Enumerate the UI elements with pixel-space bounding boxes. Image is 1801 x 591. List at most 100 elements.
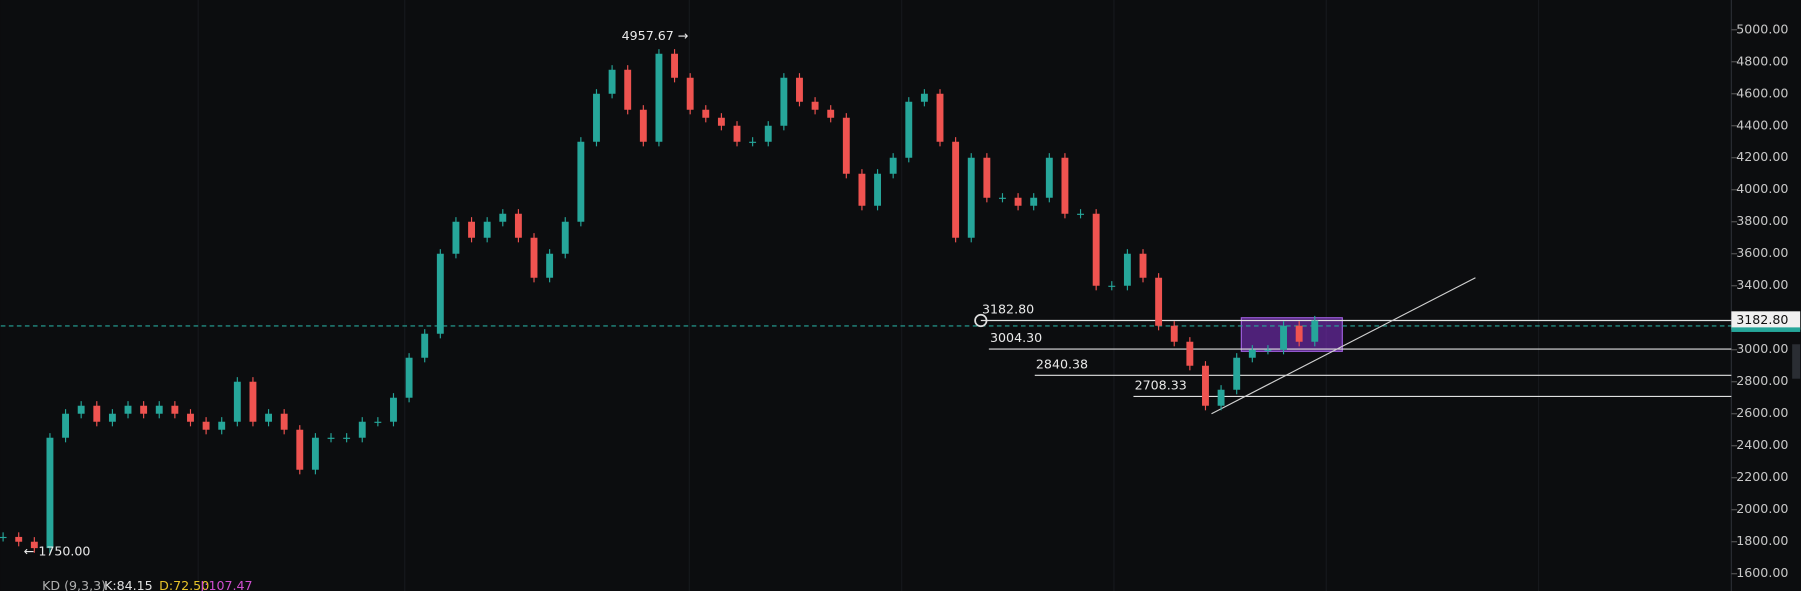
indicator-k: K:84.15 [104,578,153,591]
y-tick-label: 2800.00 [1736,373,1788,388]
candle-body [858,173,866,206]
candle-body [249,381,257,422]
candle-body [1311,320,1319,342]
candle-body [15,536,23,542]
y-tick-label: 3800.00 [1736,213,1788,228]
scroll-handle[interactable] [1792,344,1801,379]
candle-body [1264,349,1272,351]
candle-body [140,405,148,414]
y-tick-label: 4600.00 [1736,85,1788,100]
candle-body [1217,389,1225,406]
candle-body [358,421,366,438]
y-tick-label: 5000.00 [1736,21,1788,36]
indicator-name: KD (9,3,3) [42,578,106,591]
y-tick-label: 3000.00 [1736,341,1788,356]
candle-body [155,405,163,414]
candle-body [624,69,632,110]
candle-body [30,541,38,549]
candle-body [686,77,694,110]
candle-body [483,221,491,238]
candle-body [1280,325,1287,350]
candle-body [374,421,382,423]
last-price-label: 3182.80 [1736,312,1788,327]
y-tick-label: 1600.00 [1736,565,1788,580]
candle-body [1155,277,1163,326]
y-tick-label: 2400.00 [1736,437,1788,452]
last-price-bar [1731,327,1801,332]
candle-body [874,173,881,206]
candle-body [46,437,54,549]
candle-body [514,213,522,238]
candle-body [827,109,835,118]
candle-body [561,221,569,254]
candle-body [405,357,413,398]
candle-body [436,253,444,334]
price-line-label: 3004.30 [990,330,1042,345]
candle-body [780,77,788,126]
candle-body [1077,213,1084,215]
candle-body [296,429,304,470]
candle-body [530,237,538,278]
candle-body [905,101,913,158]
candle-body [280,413,288,430]
candle-body [999,197,1006,199]
candle-body [452,221,460,254]
candle-body [608,69,616,94]
price-line-label: 2708.33 [1135,378,1187,393]
candle-body [202,421,210,430]
candle-body [233,381,241,422]
candle-body [171,405,179,414]
candle-body [702,109,710,118]
candle-body [983,157,991,198]
candle-body [546,253,554,278]
price-line-label: 2840.38 [1036,356,1088,371]
y-tick-label: 2200.00 [1736,469,1788,484]
candle-body [1123,253,1131,286]
candle-body [1092,213,1100,286]
y-tick-label: 3400.00 [1736,277,1788,292]
y-tick-label: 4400.00 [1736,117,1788,132]
y-tick-label: 4200.00 [1736,149,1788,164]
price-line-label: 3182.80 [982,302,1034,317]
y-tick-label: 2000.00 [1736,501,1788,516]
candle-body [764,125,772,142]
candle-body [639,109,647,142]
candle-body [593,93,600,142]
candle-body [124,405,132,414]
candle-body [842,117,850,174]
candle-body [1202,365,1209,406]
indicator-d: D:72.50 [159,578,209,591]
indicator-j: J:107.47 [199,578,252,591]
candle-body [733,125,741,142]
candle-body [1186,341,1194,366]
candle-body [421,333,429,358]
candle-body [0,536,7,539]
y-tick-label: 2600.00 [1736,405,1788,420]
candle-body [265,413,272,422]
candle-body [1295,325,1303,342]
candle-body [811,101,819,110]
candle-body [796,77,803,102]
candle-body [1061,157,1069,214]
candle-body [390,397,397,422]
range-box [1240,317,1343,352]
candle-body [967,157,975,238]
y-tick-label: 1800.00 [1736,533,1788,548]
candle-body [1108,285,1116,287]
high-label: 4957.67 → [622,28,689,43]
candle-body [889,157,897,174]
candle-body [671,53,678,78]
candle-body [93,405,101,422]
candle-body [62,413,70,438]
candle-body [920,93,928,102]
trend-line [1211,277,1476,415]
candle-body [577,141,585,222]
candle-body [108,413,116,422]
low-label: ← 1750.00 [24,544,91,559]
candle-body [1045,157,1053,198]
candle-body [952,141,960,238]
candle-body [749,141,757,143]
candle-body [1030,197,1038,206]
